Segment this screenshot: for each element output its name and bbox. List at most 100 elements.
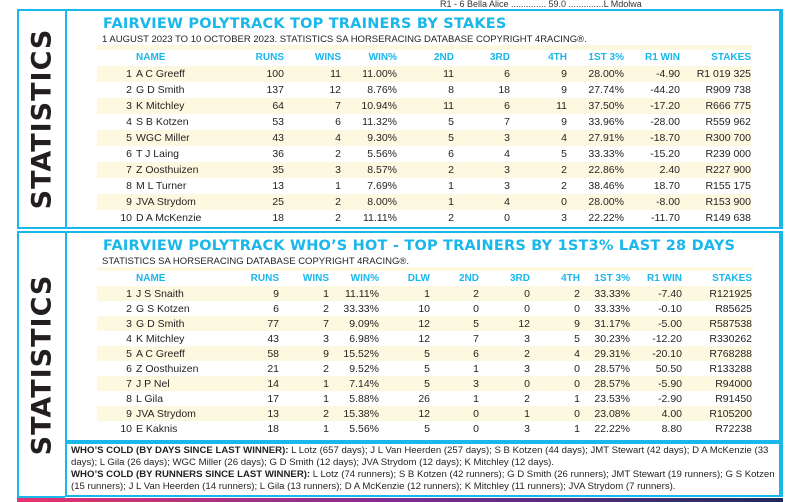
table-cell: 3	[430, 376, 479, 391]
table-cell: 2	[530, 286, 580, 301]
column-header: NAME	[136, 272, 166, 284]
table-cell: -18.70	[624, 130, 680, 146]
table-cell: 1	[379, 286, 430, 301]
table-cell: 11.11%	[329, 286, 379, 301]
table-cell: 27.74%	[588, 84, 624, 96]
table-cell: 2	[335, 212, 341, 224]
table-cell: 2	[126, 84, 132, 96]
table-cell: 2.40	[624, 162, 680, 178]
table-cell: R85625	[715, 302, 752, 315]
table-cell: 5	[430, 316, 479, 331]
table-cell: R105200	[682, 406, 752, 421]
bottom-color-bar	[17, 498, 783, 502]
table-cell: 0	[479, 376, 530, 391]
table-cell: 5	[574, 332, 580, 345]
table-row: 9 JVA Strydom 13 2 15.38% 12 0 1 0 23.08% 4.00 R105…	[97, 406, 752, 421]
table-cell: 2	[397, 162, 454, 178]
table-cell: R300 700	[680, 130, 751, 146]
statistics-side-label: STATISTICS	[17, 231, 65, 498]
panel-subtitle: 1 AUGUST 2023 TO 10 OCTOBER 2023. STATIS…	[102, 34, 587, 45]
table-cell: 22.86%	[567, 162, 624, 178]
table-cell: -7.40	[630, 286, 682, 301]
table-cell: 33.96%	[588, 116, 624, 128]
trainer-name: J S Snaith	[132, 286, 237, 301]
trainer-name: G S Kotzen	[136, 302, 190, 315]
table-cell: 3	[524, 422, 530, 435]
column-header: R1 WIN	[647, 272, 682, 284]
table-cell: 21	[267, 362, 279, 375]
trainer-name: K Mitchley	[132, 98, 242, 114]
table-cell: 9.30%	[341, 130, 397, 146]
table-cell: 4	[284, 130, 341, 146]
table-cell: 18	[498, 84, 510, 96]
table-cell: R153 900	[680, 194, 751, 210]
table-cell: 7.69%	[367, 180, 397, 192]
whos-cold-section: WHO’S COLD (BY DAYS SINCE LAST WINNER): …	[65, 442, 783, 497]
trainer-name: Z Oosthuizen	[132, 162, 242, 178]
table-cell: R587538	[682, 316, 752, 331]
column-header: STAKES	[711, 52, 751, 63]
table-cell: 7	[279, 316, 329, 331]
table-cell: 37.50%	[567, 98, 624, 114]
column-header: R1 WIN	[645, 52, 680, 63]
table-cell: 29.31%	[580, 346, 630, 361]
table-cell: 2	[323, 362, 329, 375]
table-cell: 4.00	[630, 406, 682, 421]
table-row: 8 L Gila 17 1 5.88% 26 1 2 1 23.53% -2.90 R91450	[97, 391, 752, 406]
table-cell: R559 962	[705, 116, 751, 128]
table-cell: 4	[454, 194, 510, 210]
column-header: 1ST 3%	[594, 272, 630, 284]
table-cell: 5	[397, 130, 454, 146]
column-header: 1ST 3%	[588, 52, 624, 63]
table-cell: 5	[424, 422, 430, 435]
table-cell: 5	[379, 346, 430, 361]
table-cell: 1	[279, 376, 329, 391]
table-cell: 8	[126, 180, 132, 192]
table-cell: 28.00%	[567, 66, 624, 82]
table-cell: 3	[524, 362, 530, 375]
statistics-side-label: STATISTICS	[17, 9, 65, 229]
table-cell: 6	[430, 346, 479, 361]
table-cell: 5.88%	[349, 392, 379, 405]
table-cell: 33.33%	[580, 286, 630, 301]
table-cell: 5	[97, 346, 132, 361]
table-cell: 50.50	[655, 362, 682, 375]
previous-page-strip-text: R1 - 6 Bella Alice .............. 59.0 .…	[440, 0, 642, 9]
table-cell: 33.33%	[588, 148, 624, 160]
table-cell: 11	[397, 98, 454, 114]
table-cell: 8.57%	[341, 162, 397, 178]
table-cell: 43	[267, 332, 279, 345]
panel-title: FAIRVIEW POLYTRACK TOP TRAINERS BY STAKE…	[103, 16, 507, 32]
trainer-name: T J Laing	[136, 148, 179, 160]
table-cell: 4	[126, 116, 132, 128]
table-cell: 1	[335, 180, 341, 192]
table-row: 9 JVA Strydom 25 2 8.00% 1 4 0 28.00% -8.00 R153 9…	[97, 194, 751, 210]
table-cell: 2	[430, 286, 479, 301]
column-header: DLW	[407, 272, 430, 284]
table-cell: 2	[479, 346, 530, 361]
table-cell: -5.90	[630, 376, 682, 391]
table-cell: 3	[323, 332, 329, 345]
table-cell: 12	[479, 316, 530, 331]
table-cell: 6	[454, 66, 510, 82]
table-cell: R768288	[682, 346, 752, 361]
table-cell: 2	[284, 194, 341, 210]
table-cell: -11.70	[651, 212, 680, 224]
column-header: 4TH	[548, 52, 567, 63]
table-cell: R121925	[682, 286, 752, 301]
table-cell: 3	[284, 162, 341, 178]
table-cell: 0	[504, 212, 510, 224]
table-cell: 5.56%	[349, 422, 379, 435]
whos-hot-panel: FAIRVIEW POLYTRACK WHO’S HOT - TOP TRAIN…	[65, 231, 783, 442]
table-cell: 12	[329, 84, 341, 96]
table-cell: 11.00%	[341, 66, 397, 82]
table-cell: 2	[524, 392, 530, 405]
column-header: WIN%	[350, 272, 379, 284]
table-cell: 8.76%	[367, 84, 397, 96]
cold-runners-text: L Lotz (74 runners); S B Kotzen (42 runn…	[71, 469, 775, 492]
table-cell: 0	[530, 376, 580, 391]
table-cell: 33.33%	[343, 302, 379, 315]
table-cell: 3	[454, 130, 510, 146]
